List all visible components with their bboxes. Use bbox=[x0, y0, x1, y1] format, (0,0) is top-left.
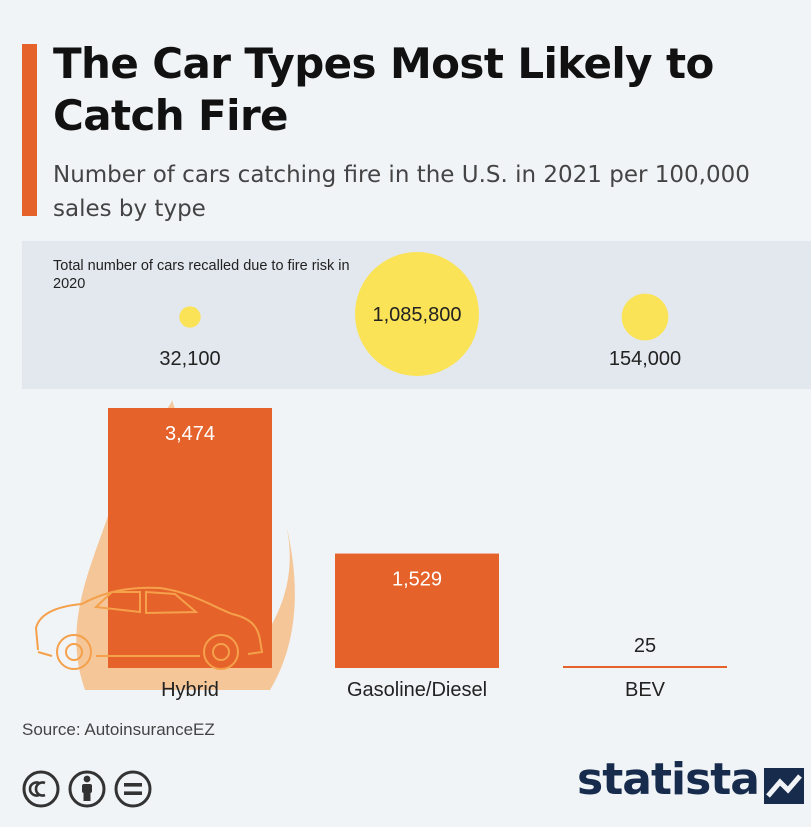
bar-gasoline-diesel bbox=[335, 553, 499, 668]
title-accent-bar bbox=[22, 44, 37, 216]
bar-value-label: 25 bbox=[634, 635, 656, 657]
no-derivatives-icon bbox=[114, 770, 152, 808]
recall-value-label: 1,085,800 bbox=[373, 304, 462, 326]
chart-title: The Car Types Most Likely to Catch Fire bbox=[53, 39, 714, 140]
fire-bars: 3,474 Hybrid 1,529 Gasoline/Diesel 25 BEV bbox=[108, 408, 727, 701]
recall-bubble bbox=[621, 293, 669, 341]
recall-bubbles: 32,100 1,085,800 154,000 bbox=[159, 252, 681, 376]
source-note: Source: AutoinsuranceEZ bbox=[22, 720, 215, 739]
bar-bev bbox=[563, 666, 727, 668]
category-label: Gasoline/Diesel bbox=[347, 679, 487, 701]
car-illustration bbox=[34, 586, 264, 670]
recall-value-label: 154,000 bbox=[609, 348, 681, 370]
category-label: BEV bbox=[625, 679, 666, 701]
category-label: Hybrid bbox=[161, 679, 219, 701]
attribution-icon bbox=[68, 770, 106, 808]
recall-value-label: 32,100 bbox=[159, 348, 220, 370]
recall-band-label: Total number of cars recalled due to fir… bbox=[53, 258, 350, 292]
statista-logo-mark-icon bbox=[764, 768, 804, 804]
license-icons bbox=[22, 770, 152, 808]
recall-bubble bbox=[355, 252, 479, 376]
chart-subtitle: Number of cars catching fire in the U.S.… bbox=[53, 162, 750, 222]
statista-logo-text: statista bbox=[577, 754, 760, 805]
recall-bubble bbox=[179, 306, 201, 328]
bar-value-label: 1,529 bbox=[392, 569, 442, 591]
bar-hybrid bbox=[108, 408, 272, 668]
chart-area: 32,100 1,085,800 154,000 3,474 Hybrid 1,529 G… bbox=[34, 252, 727, 701]
creative-commons-icon bbox=[22, 770, 60, 808]
bar-value-label: 3,474 bbox=[165, 423, 215, 445]
